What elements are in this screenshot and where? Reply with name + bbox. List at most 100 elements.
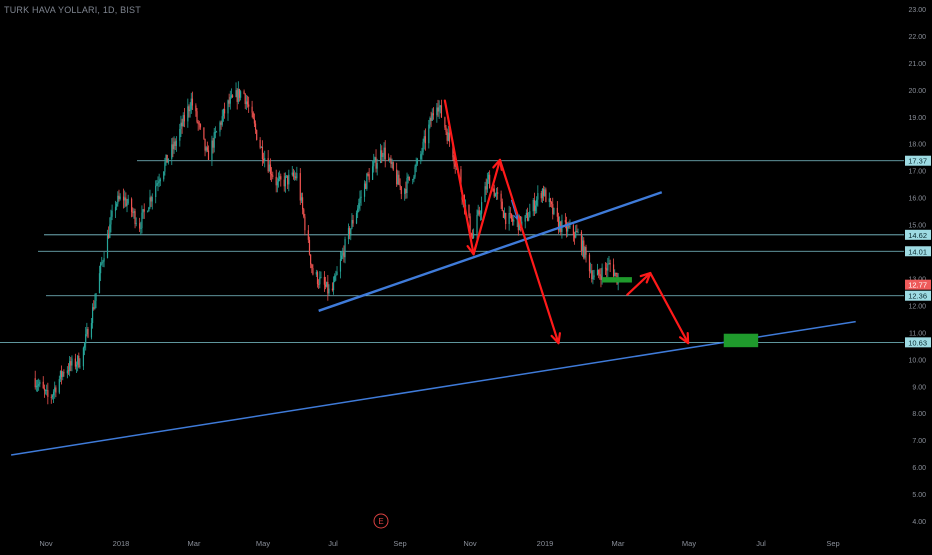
candle-body (497, 192, 499, 194)
candle-body (341, 255, 343, 260)
candle-body (42, 381, 44, 389)
earnings-label: E (378, 517, 383, 526)
candle-body (205, 147, 207, 151)
candle-body (439, 105, 441, 108)
trendline (318, 191, 663, 312)
candle-body (260, 147, 262, 148)
projection-arrow (443, 99, 475, 256)
candle-body (206, 147, 208, 151)
earnings-marker[interactable]: E (373, 513, 389, 529)
candle-body (303, 209, 305, 217)
candle-body (308, 239, 311, 255)
candle-body (316, 272, 319, 285)
candle-body (157, 182, 159, 184)
candle-body (304, 216, 306, 231)
candle-body (182, 115, 184, 127)
candle-body (481, 202, 483, 214)
candle-body (301, 197, 304, 210)
candle-body (195, 105, 197, 112)
candle-body (565, 222, 568, 232)
candle-body (139, 223, 141, 229)
candle-body (94, 300, 96, 309)
candle-body (438, 107, 440, 112)
x-tick-label: 2019 (537, 539, 554, 548)
candle-body (165, 154, 167, 163)
candle-body (312, 267, 314, 275)
candle-body (436, 107, 438, 116)
candle-body (590, 270, 592, 272)
candle-body (66, 370, 68, 374)
candle-body (559, 221, 561, 231)
arrow-head (550, 332, 561, 345)
candle-body (132, 211, 134, 213)
target-zones (602, 277, 759, 348)
candle-body (607, 263, 609, 271)
symbol-title: TURK HAVA YOLLARI, 1D, BIST (4, 5, 141, 15)
candle-body (261, 147, 264, 160)
candle-body (288, 174, 290, 185)
y-tick-label: 15.00 (908, 223, 926, 230)
candle-body (285, 175, 288, 177)
x-tick-label: Nov (463, 539, 477, 548)
candle-body (470, 232, 472, 238)
candle-body (397, 174, 399, 185)
candle-body (421, 152, 423, 155)
candle-body (600, 275, 602, 280)
candle-body (447, 132, 449, 141)
candle-body (52, 391, 55, 396)
candle-body (47, 390, 49, 397)
y-tick-label: 8.00 (912, 411, 926, 418)
candle-body (197, 121, 199, 124)
candle-body (598, 269, 600, 275)
y-tick-label: 16.00 (908, 196, 926, 203)
candle-body (384, 147, 386, 160)
candle-body (187, 106, 189, 122)
candle-body (143, 209, 145, 212)
candle-body (95, 293, 97, 301)
candle-body (174, 141, 176, 146)
target-zone (602, 277, 632, 283)
candle-body (253, 118, 255, 124)
candle-body (549, 198, 552, 203)
candle-body (77, 355, 79, 365)
y-tick-label: 21.00 (908, 61, 926, 68)
candle-body (460, 169, 462, 191)
candle-body (295, 176, 297, 179)
candle-body (38, 384, 40, 386)
candle-body (102, 261, 104, 263)
candle-body (606, 268, 608, 271)
candle-body (318, 284, 320, 285)
y-tick-label: 7.00 (912, 438, 926, 445)
candle-body (212, 140, 214, 148)
candle-body (593, 275, 595, 278)
candle-body (166, 154, 168, 163)
candle-body (537, 193, 539, 200)
candle-body (391, 162, 393, 164)
candle-body (215, 131, 218, 133)
candle-body (454, 163, 456, 167)
candle-body (326, 281, 328, 287)
earnings-icon[interactable] (373, 513, 389, 529)
candle-body (134, 211, 136, 224)
candle-body (510, 213, 513, 219)
candle-body (51, 395, 54, 398)
y-tick-label: 5.00 (912, 492, 926, 499)
candle-body (85, 334, 87, 344)
candle-body (424, 136, 426, 144)
candle-body (171, 144, 173, 159)
candle-body (189, 109, 191, 112)
candle-body (167, 158, 169, 163)
candle-body (405, 188, 407, 193)
candle-body (159, 179, 161, 182)
x-tick-label: Jul (756, 539, 766, 548)
level-price-label: 17.37 (908, 157, 927, 166)
x-tick-label: Sep (393, 539, 406, 548)
candle-body (91, 307, 94, 324)
level-price-tag (905, 246, 931, 257)
candle-body (376, 163, 378, 169)
candle-body (311, 264, 313, 268)
candle-body (151, 196, 153, 202)
candle-body (331, 288, 334, 291)
